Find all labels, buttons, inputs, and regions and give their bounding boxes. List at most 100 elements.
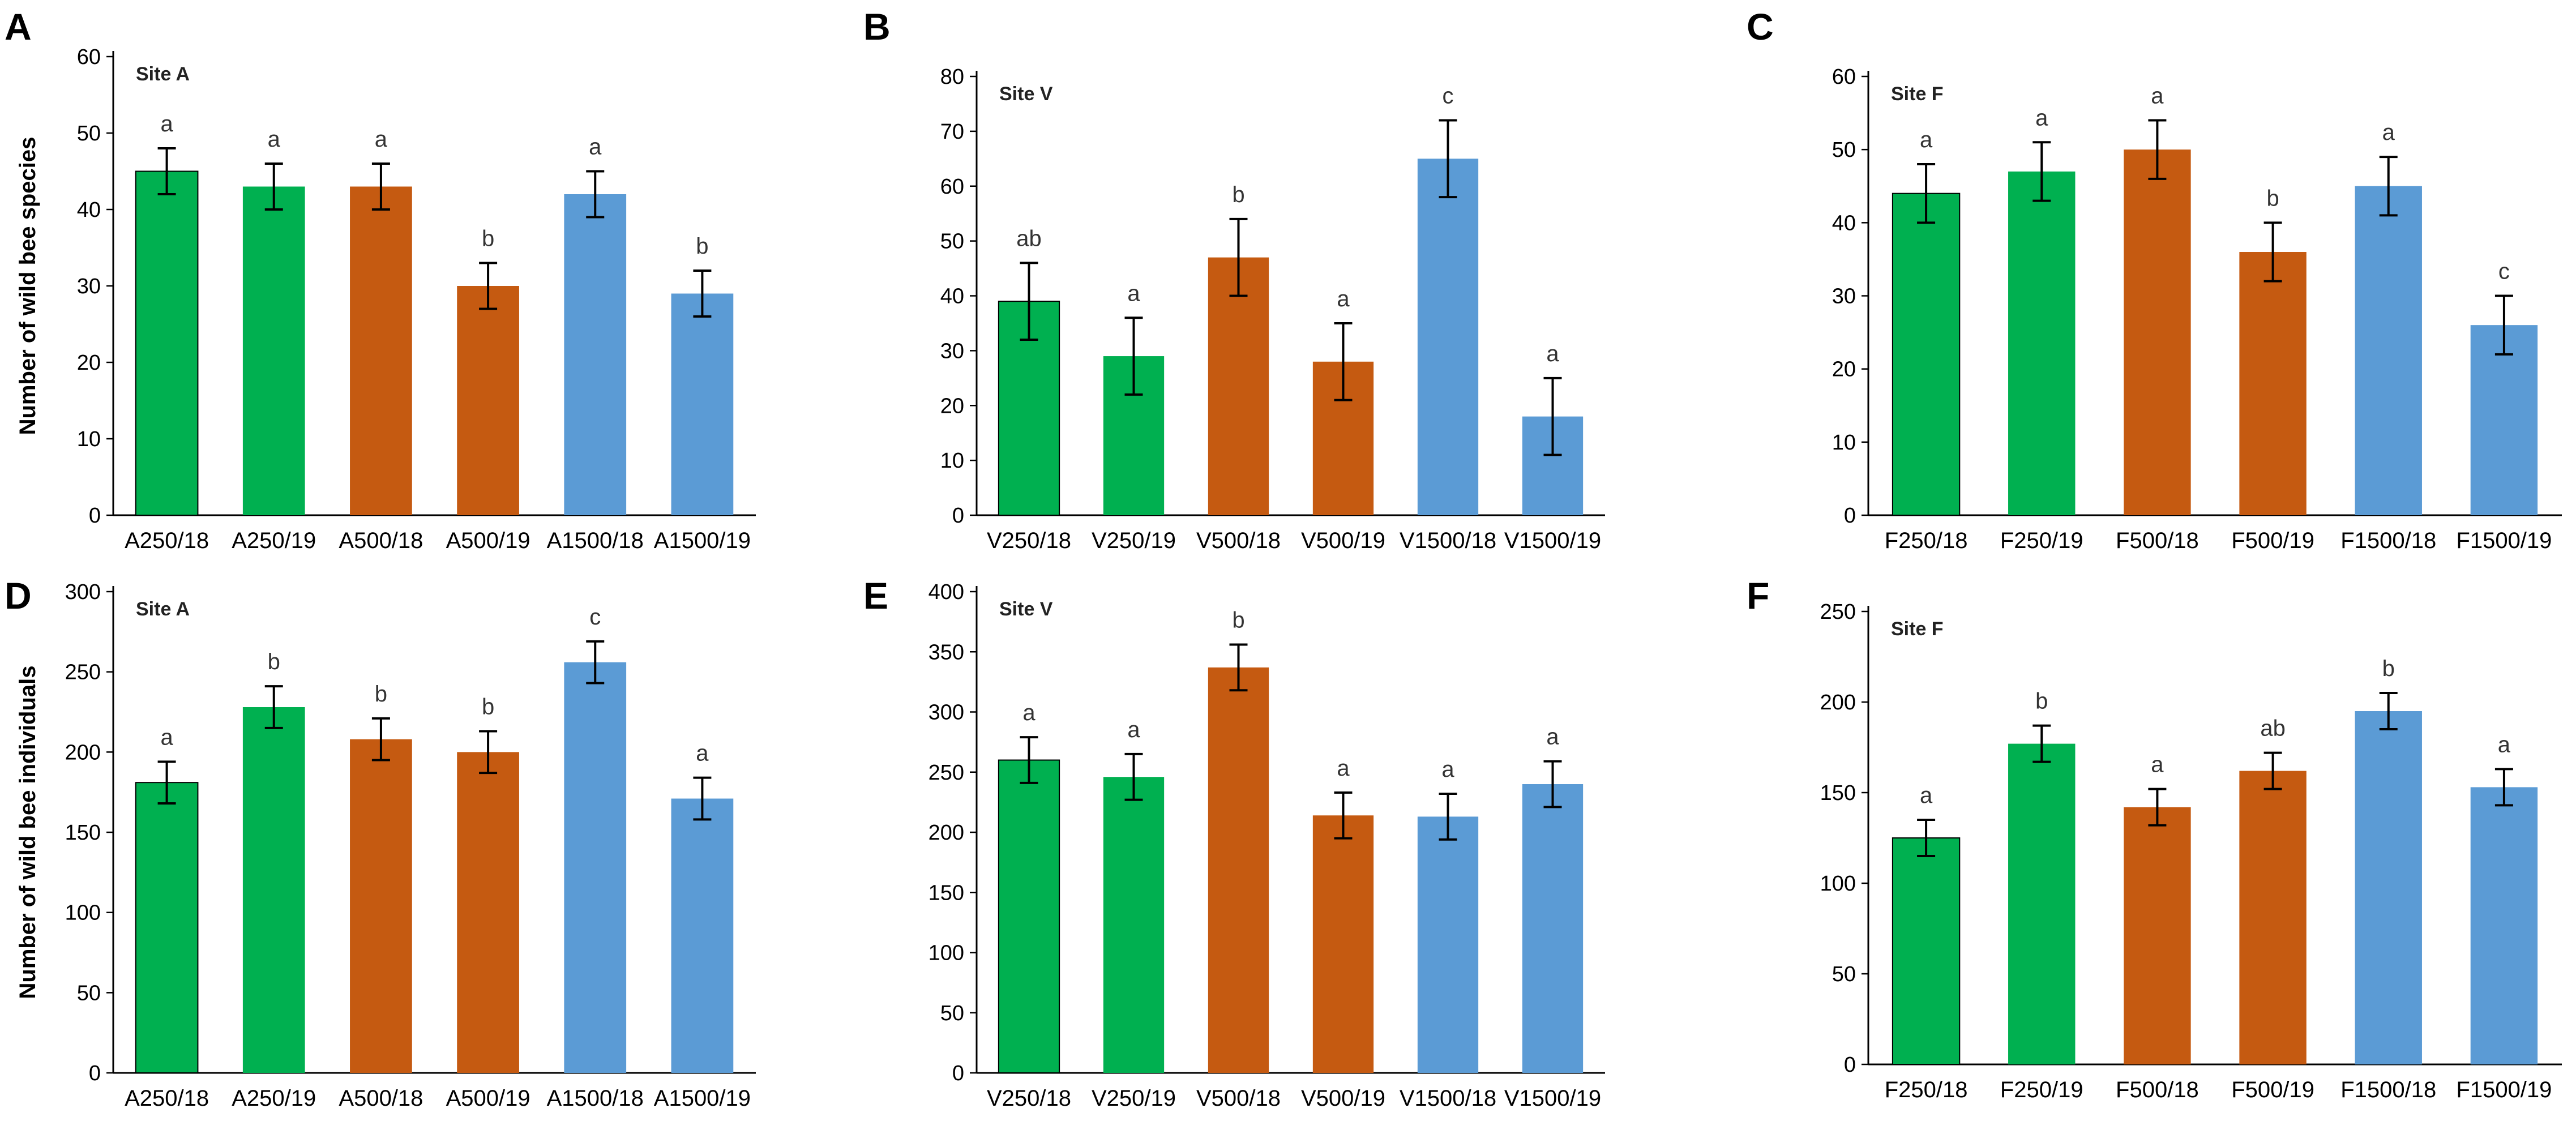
bar-V250/19 bbox=[1103, 777, 1165, 1073]
x-tick-label: A500/19 bbox=[446, 528, 530, 553]
panel-title: Site V bbox=[999, 598, 1053, 620]
y-tick-label: 400 bbox=[928, 580, 964, 604]
bar-A1500/19 bbox=[671, 293, 734, 515]
significance-letter: a bbox=[160, 112, 173, 136]
x-tick-label: A250/19 bbox=[232, 1086, 316, 1111]
x-tick-label: V500/18 bbox=[1196, 1086, 1281, 1111]
significance-letter: b bbox=[2035, 689, 2048, 714]
x-tick-label: V250/18 bbox=[987, 528, 1071, 553]
x-tick-label: F500/18 bbox=[2116, 1077, 2199, 1102]
bar-V1500/18 bbox=[1417, 159, 1479, 515]
x-tick-label: A500/19 bbox=[446, 1086, 530, 1111]
x-tick-label: V250/19 bbox=[1092, 528, 1176, 553]
y-tick-label: 40 bbox=[77, 198, 101, 222]
y-tick-label: 100 bbox=[1820, 872, 1856, 896]
y-tick-label: 0 bbox=[952, 504, 964, 528]
y-tick-label: 0 bbox=[952, 1062, 964, 1085]
significance-letter: a bbox=[1920, 127, 1933, 152]
panel-title: Site F bbox=[1891, 83, 1944, 105]
panel-letter-C: C bbox=[1747, 6, 1774, 48]
panel-letter-B: B bbox=[863, 6, 891, 48]
panel-title: Site V bbox=[999, 83, 1053, 105]
x-tick-label: F500/19 bbox=[2231, 1077, 2314, 1102]
y-tick-label: 80 bbox=[940, 65, 964, 89]
bar-F250/19 bbox=[2008, 171, 2076, 516]
significance-letter: a bbox=[1127, 717, 1140, 742]
y-tick-label: 20 bbox=[940, 394, 964, 418]
x-tick-label: F250/19 bbox=[2000, 1077, 2083, 1102]
significance-letter: b bbox=[1232, 182, 1244, 207]
significance-letter: a bbox=[2151, 752, 2164, 777]
y-tick-label: 50 bbox=[77, 122, 101, 146]
significance-letter: a bbox=[1546, 725, 1559, 750]
bar-V500/18 bbox=[1208, 257, 1269, 515]
panel-A: A Site A 0 10 20 30 40 50 60 a A250/18 a A250/19 a A50… bbox=[5, 6, 756, 553]
x-tick-label: V250/18 bbox=[987, 1086, 1071, 1111]
x-tick-label: F250/18 bbox=[1885, 528, 1968, 553]
significance-letter: a bbox=[1127, 281, 1140, 306]
x-tick-label: A1500/19 bbox=[654, 528, 751, 553]
significance-letter: a bbox=[375, 127, 388, 152]
significance-letter: a bbox=[1546, 341, 1559, 366]
panel-letter-D: D bbox=[5, 575, 32, 617]
y-tick-label: 10 bbox=[940, 449, 964, 473]
x-tick-label: V500/19 bbox=[1301, 1086, 1385, 1111]
x-tick-label: A1500/18 bbox=[547, 528, 644, 553]
x-tick-label: F500/19 bbox=[2231, 528, 2314, 553]
significance-letter: a bbox=[2382, 120, 2395, 145]
y-tick-label: 250 bbox=[928, 761, 964, 785]
panel-title: Site F bbox=[1891, 618, 1944, 640]
bar-A500/19 bbox=[457, 752, 519, 1073]
y-tick-label: 100 bbox=[65, 901, 101, 925]
x-tick-label: F500/18 bbox=[2116, 528, 2199, 553]
significance-letter: ab bbox=[1016, 226, 1042, 251]
y-tick-label: 50 bbox=[1832, 962, 1856, 986]
bar-F500/18 bbox=[2124, 149, 2191, 516]
y-tick-label: 60 bbox=[77, 45, 101, 69]
x-tick-label: V250/19 bbox=[1092, 1086, 1176, 1111]
x-tick-label: A250/18 bbox=[125, 1086, 209, 1111]
y-tick-label: 0 bbox=[1844, 1053, 1856, 1077]
y-tick-label: 200 bbox=[65, 741, 101, 764]
x-tick-label: F1500/18 bbox=[2340, 528, 2436, 553]
y-tick-label: 70 bbox=[940, 120, 964, 144]
bar-F500/19 bbox=[2239, 771, 2307, 1064]
y-tick-label: 300 bbox=[928, 701, 964, 725]
x-tick-label: A250/19 bbox=[232, 528, 316, 553]
bar-V1500/18 bbox=[1417, 816, 1479, 1073]
bar-V500/18 bbox=[1208, 667, 1269, 1073]
y-tick-label: 20 bbox=[1832, 358, 1856, 382]
x-tick-label: A500/18 bbox=[339, 528, 423, 553]
bar-V250/18 bbox=[998, 759, 1060, 1073]
significance-letter: b bbox=[268, 649, 280, 674]
y-tick-label: 40 bbox=[1832, 211, 1856, 235]
panel-D: D Site A 0 50 100 150 200 250 300 a A250/18 b A250/1… bbox=[5, 575, 756, 1111]
significance-letter: a bbox=[160, 725, 173, 750]
significance-letter: b bbox=[482, 695, 494, 720]
panel-letter-F: F bbox=[1747, 575, 1769, 617]
panel-C: C Site F 0 10 20 30 40 50 60 a F250/18 a F250/19 a F50… bbox=[1747, 6, 2562, 553]
x-tick-label: V1500/18 bbox=[1400, 1086, 1496, 1111]
bar-A1500/19 bbox=[671, 798, 734, 1073]
significance-letter: b bbox=[2382, 656, 2395, 681]
significance-letter: a bbox=[1441, 757, 1454, 782]
significance-letter: a bbox=[696, 741, 709, 766]
significance-letter: a bbox=[1337, 286, 1350, 311]
bar-V500/19 bbox=[1312, 815, 1374, 1073]
bar-F1500/19 bbox=[2470, 325, 2538, 515]
bar-A250/19 bbox=[242, 707, 305, 1073]
bar-F1500/19 bbox=[2470, 787, 2538, 1064]
significance-letter: ab bbox=[2260, 716, 2286, 741]
y-tick-label: 60 bbox=[940, 175, 964, 199]
x-tick-label: V500/18 bbox=[1196, 528, 1281, 553]
bar-A250/18 bbox=[135, 782, 199, 1073]
significance-letter: a bbox=[2151, 84, 2164, 109]
x-tick-label: V500/19 bbox=[1301, 528, 1385, 553]
y-tick-label: 50 bbox=[1832, 138, 1856, 162]
significance-letter: b bbox=[696, 234, 708, 259]
significance-letter: a bbox=[589, 135, 602, 160]
bar-A250/19 bbox=[242, 186, 305, 515]
bar-F250/18 bbox=[1892, 837, 1961, 1065]
significance-letter: c bbox=[589, 605, 601, 630]
